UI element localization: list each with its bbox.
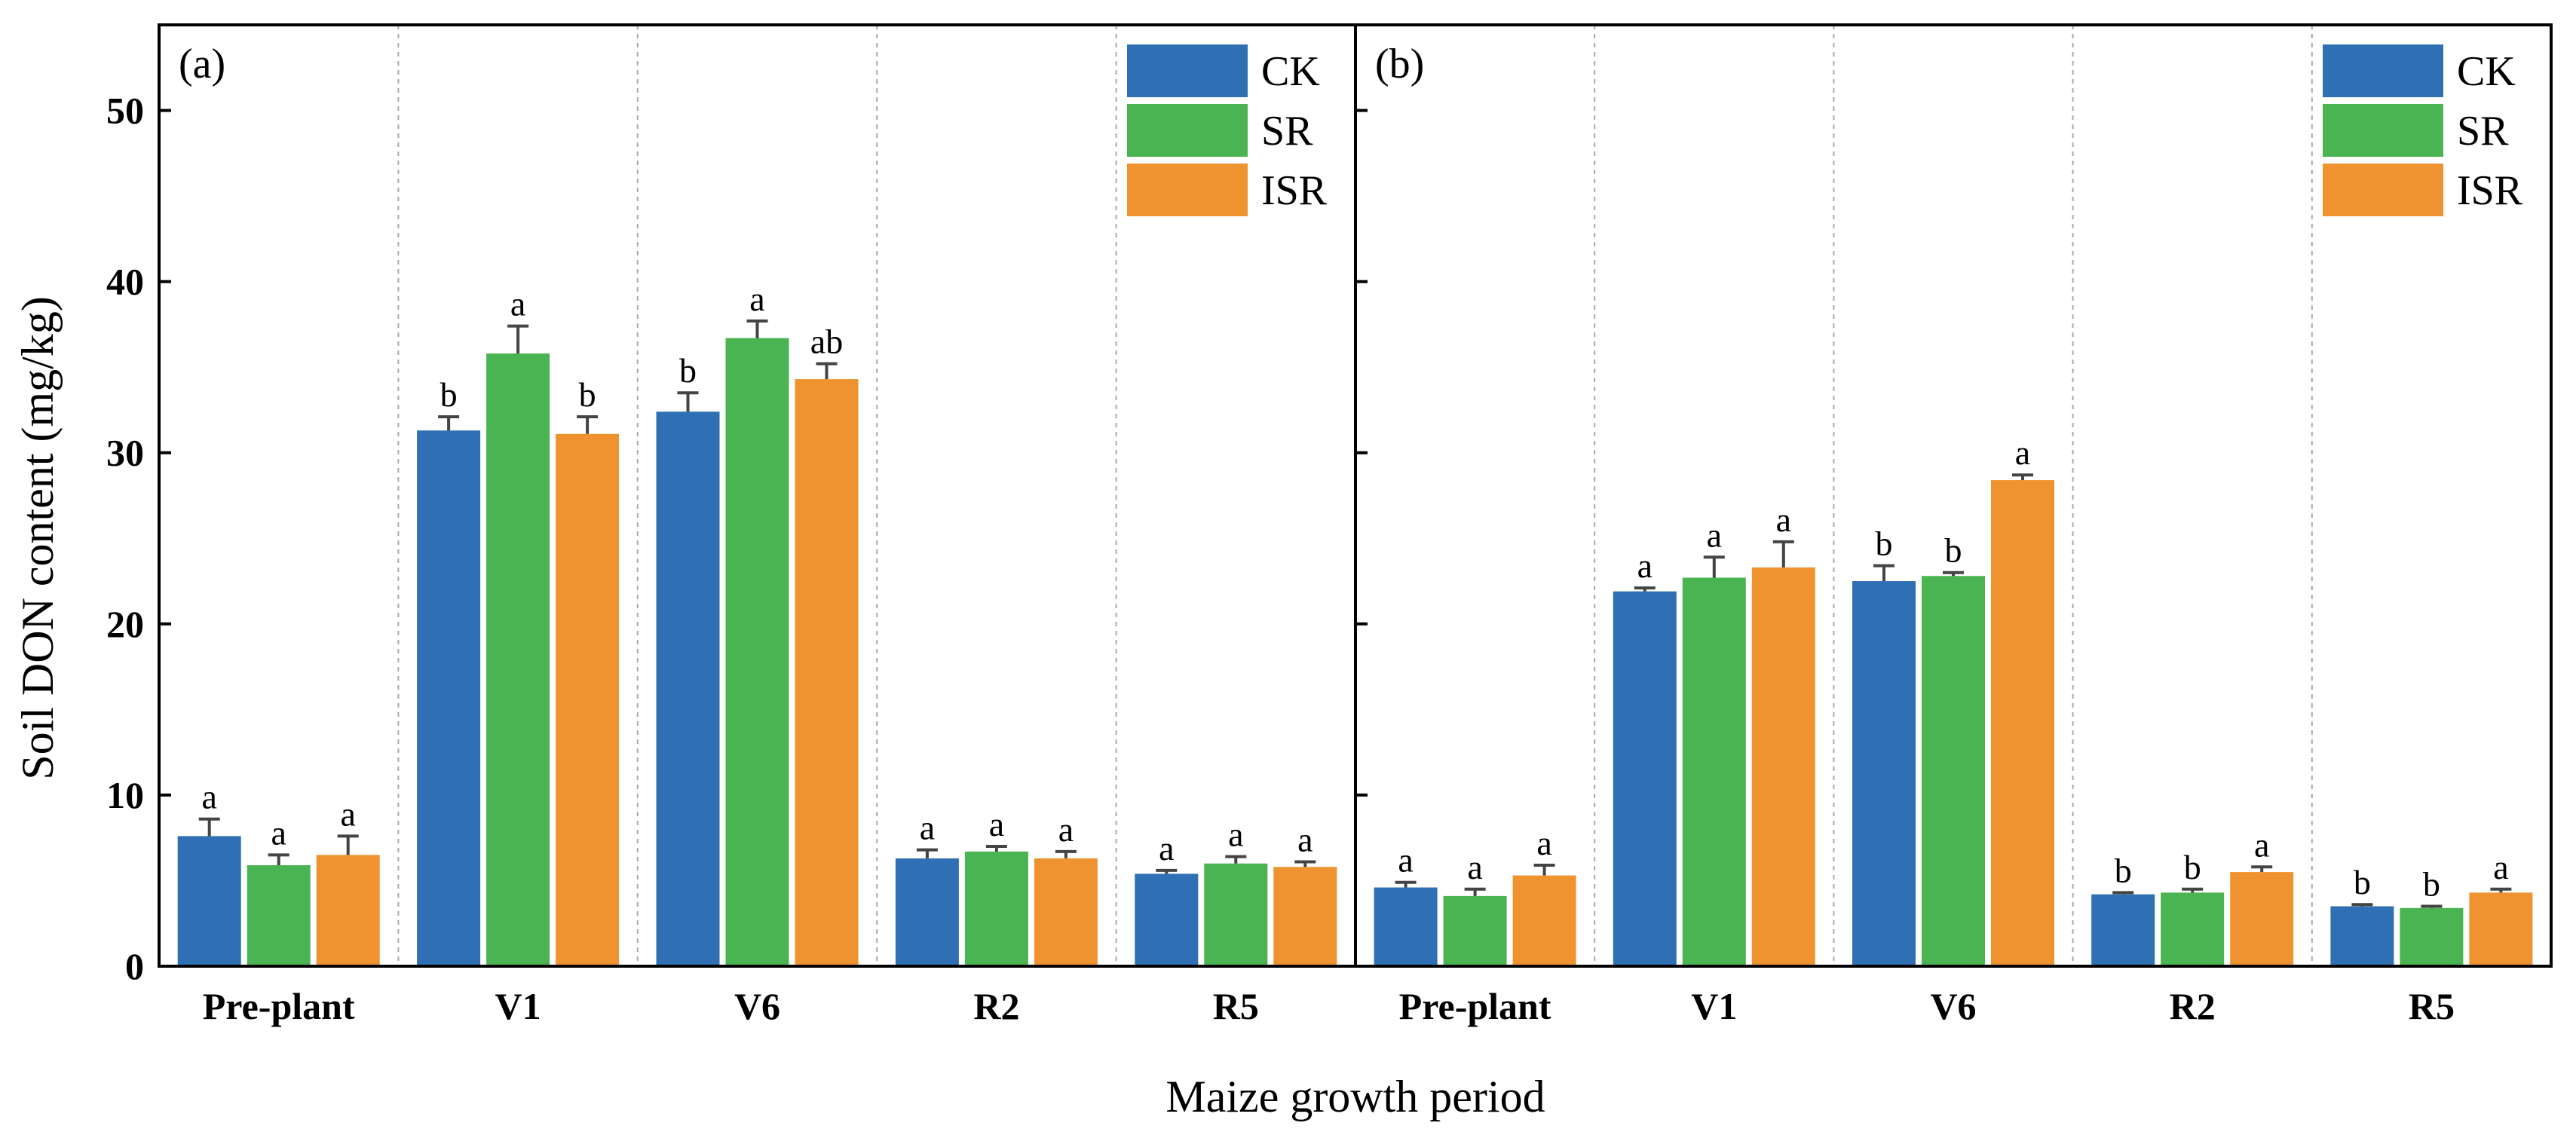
significance-letter: a [2015, 433, 2030, 472]
legend-label: ISR [2457, 167, 2523, 214]
bar-ck [177, 836, 241, 966]
panel-label: (a) [179, 41, 225, 87]
bar-isr [1034, 858, 1098, 966]
bar-isr [1991, 480, 2054, 966]
bar-ck [1135, 873, 1199, 966]
significance-letter: b [579, 375, 596, 414]
significance-letter: b [2115, 851, 2132, 889]
bar-isr [1751, 567, 1815, 966]
bar-isr [1512, 875, 1576, 966]
significance-letter: b [2184, 848, 2201, 886]
bar-isr [2230, 872, 2294, 966]
bar-sr [1922, 576, 1985, 966]
bar-ck [1613, 591, 1677, 966]
x-tick-label: V6 [734, 985, 780, 1027]
panel-label: (b) [1375, 41, 1424, 87]
bar-ck [656, 411, 720, 966]
bar-sr [247, 865, 311, 966]
significance-letter: a [1536, 824, 1551, 862]
x-tick-label: V1 [1691, 985, 1737, 1027]
significance-letter: a [1637, 546, 1652, 585]
bar-isr [1273, 867, 1337, 966]
significance-letter: b [2354, 863, 2371, 901]
bar-isr [316, 855, 380, 966]
x-tick-label: R2 [2170, 985, 2216, 1027]
significance-letter: a [271, 813, 286, 852]
x-tick-label: V6 [1930, 985, 1976, 1027]
significance-letter: a [1398, 841, 1413, 880]
y-tick-label: 40 [106, 261, 144, 303]
x-tick-label: Pre-plant [1399, 985, 1551, 1027]
bar-sr [1443, 895, 1507, 966]
significance-letter: a [1058, 810, 1074, 849]
bar-sr [1204, 863, 1268, 966]
significance-letter: ab [810, 323, 843, 361]
significance-letter: b [679, 351, 697, 390]
bar-ck [417, 430, 481, 966]
significance-letter: a [2254, 825, 2269, 864]
significance-letter: a [201, 778, 216, 816]
x-tick-label: R2 [973, 985, 1019, 1027]
legend-swatch-sr [1127, 104, 1248, 157]
significance-letter: a [1776, 500, 1791, 539]
bar-sr [486, 353, 550, 967]
significance-letter: a [749, 280, 764, 318]
y-tick-label: 50 [106, 90, 144, 132]
legend-label: SR [1261, 108, 1313, 155]
legend-label: SR [2457, 108, 2509, 155]
significance-letter: b [440, 375, 458, 414]
significance-letter: a [340, 794, 355, 833]
legend-swatch-isr [2323, 164, 2443, 216]
bar-sr [1682, 577, 1746, 966]
y-tick-label: 10 [106, 774, 144, 816]
bar-ck [1374, 887, 1438, 966]
significance-letter: a [1228, 815, 1243, 854]
bar-ck [2330, 906, 2394, 966]
significance-letter: a [510, 285, 525, 323]
significance-letter: a [2493, 848, 2508, 886]
bar-isr [2469, 892, 2533, 966]
significance-letter: b [2423, 865, 2440, 904]
legend-label: CK [2457, 48, 2516, 95]
y-tick-label: 0 [125, 945, 144, 987]
bar-ck [1852, 581, 1916, 966]
bar-ck [2091, 894, 2155, 966]
x-axis-title: Maize growth period [1165, 1072, 1545, 1121]
significance-letter: a [1297, 820, 1313, 858]
legend-swatch-sr [2323, 104, 2443, 157]
significance-letter: a [1467, 848, 1482, 886]
y-axis-title: Soil DON content (mg/kg) [13, 296, 63, 780]
significance-letter: a [989, 805, 1004, 843]
significance-letter: b [1945, 531, 1962, 570]
significance-letter: a [920, 809, 935, 847]
x-tick-label: R5 [2409, 985, 2455, 1027]
legend-label: ISR [1261, 167, 1328, 214]
legend-swatch-ck [1127, 44, 1248, 97]
x-tick-label: V1 [495, 985, 541, 1027]
bar-isr [556, 433, 620, 966]
bar-sr [2161, 892, 2225, 966]
bar-sr [2400, 907, 2464, 966]
bar-sr [964, 851, 1028, 966]
legend-label: CK [1261, 48, 1320, 95]
y-tick-label: 20 [106, 603, 144, 645]
bar-ck [895, 858, 959, 966]
significance-letter: a [1159, 829, 1174, 867]
bar-isr [795, 379, 859, 966]
legend-swatch-ck [2323, 44, 2443, 97]
significance-letter: a [1707, 516, 1722, 554]
x-tick-label: Pre-plant [203, 985, 355, 1027]
bar-sr [725, 338, 789, 966]
significance-letter: b [1876, 525, 1893, 563]
legend-swatch-isr [1127, 164, 1248, 216]
y-tick-label: 30 [106, 432, 144, 474]
x-tick-label: R5 [1213, 985, 1259, 1027]
